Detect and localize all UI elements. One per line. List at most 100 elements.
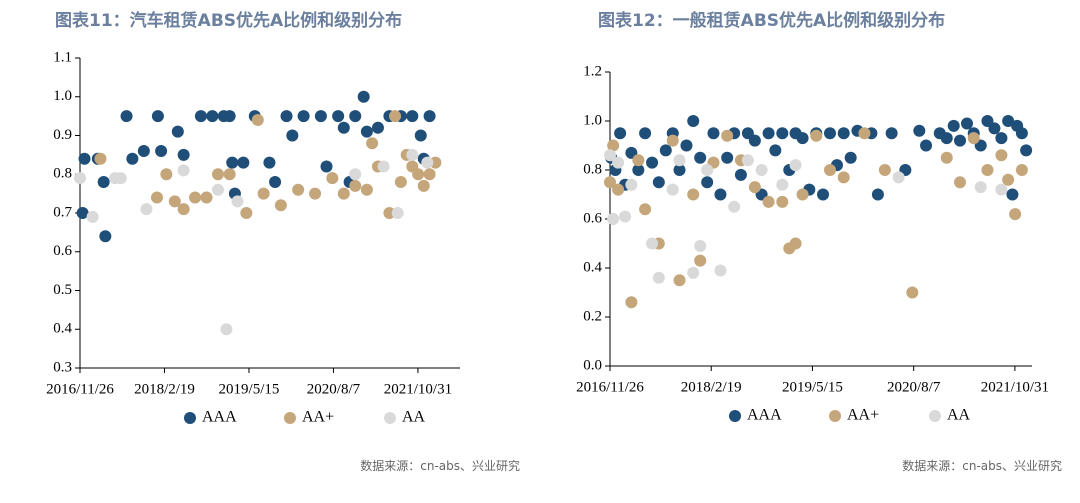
point <box>995 132 1008 145</box>
point <box>391 207 404 219</box>
point <box>776 178 789 191</box>
y-tick-label: 0.6 <box>53 243 72 259</box>
point <box>240 207 253 219</box>
point <box>332 110 345 123</box>
point <box>263 156 276 169</box>
point <box>632 154 645 167</box>
point <box>168 195 181 208</box>
point <box>762 127 775 140</box>
point <box>694 254 707 267</box>
point <box>892 171 905 184</box>
point <box>728 200 741 213</box>
point <box>837 171 850 184</box>
point <box>1015 164 1028 176</box>
point <box>1006 188 1019 201</box>
point <box>607 213 620 225</box>
point <box>687 266 700 279</box>
point <box>389 110 402 123</box>
y-tick-label: 1.1 <box>53 49 72 65</box>
point <box>94 152 107 165</box>
legend-label: AA+ <box>847 407 879 424</box>
legend-label: AA <box>402 409 426 426</box>
y-tick-label: 0.7 <box>53 204 72 220</box>
legend-marker <box>284 412 296 424</box>
point <box>762 195 775 208</box>
point <box>823 127 836 140</box>
point <box>646 237 659 250</box>
point <box>1002 173 1015 186</box>
chart-title: 图表12：一般租赁ABS优先A比例和级别分布 <box>598 10 945 31</box>
point <box>906 286 919 299</box>
x-tick-label: 2020/8/7 <box>887 379 941 395</box>
legend-marker <box>929 410 941 422</box>
point <box>206 110 219 123</box>
point <box>721 151 734 164</box>
legend-label: AAA <box>747 407 782 424</box>
point <box>383 207 396 219</box>
y-tick-label: 0.9 <box>53 127 72 143</box>
point <box>673 164 686 176</box>
point <box>748 181 761 194</box>
point <box>417 179 430 192</box>
point <box>297 110 310 123</box>
point <box>314 110 327 123</box>
point <box>292 183 305 196</box>
point <box>412 168 425 181</box>
point <box>789 159 802 172</box>
point <box>878 164 891 176</box>
point <box>988 122 1001 135</box>
chart-title: 图表11：汽车租赁ABS优先A比例和级别分布 <box>55 10 402 31</box>
point <box>796 188 809 201</box>
x-tick-label: 2016/11/26 <box>46 381 114 397</box>
point <box>423 168 436 181</box>
legend-label: AA <box>947 407 971 424</box>
point <box>967 132 980 145</box>
point <box>680 139 693 152</box>
point <box>421 156 434 169</box>
point <box>776 127 789 140</box>
point <box>714 264 727 277</box>
point <box>377 160 390 173</box>
point <box>769 144 782 157</box>
x-tick-label: 2020/8/7 <box>307 381 361 397</box>
point <box>274 199 287 212</box>
point <box>211 168 224 181</box>
point <box>360 183 373 196</box>
point <box>707 127 720 140</box>
x-tick-label: 2019/5/15 <box>219 381 280 397</box>
point <box>1020 144 1033 157</box>
point <box>954 134 967 147</box>
point <box>97 176 110 188</box>
y-tick-label: 1.2 <box>583 63 602 79</box>
point <box>632 164 645 176</box>
point <box>257 187 270 200</box>
x-tick-label: 2018/2/19 <box>134 381 195 397</box>
point <box>226 156 239 169</box>
point <box>251 114 264 126</box>
point <box>612 183 625 196</box>
x-tick-label: 2016/11/26 <box>576 379 644 395</box>
point <box>796 132 809 145</box>
point <box>99 230 112 243</box>
y-tick-label: 0.4 <box>583 259 602 275</box>
point <box>687 115 700 127</box>
point <box>160 168 173 181</box>
point <box>673 274 686 287</box>
y-tick-label: 0.3 <box>53 359 72 375</box>
point <box>366 137 379 150</box>
point <box>286 129 299 142</box>
point <box>947 119 960 132</box>
point <box>1009 208 1022 221</box>
point <box>960 117 973 130</box>
point <box>741 154 754 167</box>
point <box>981 164 994 176</box>
point <box>414 129 427 142</box>
point <box>74 172 86 185</box>
point <box>701 164 714 176</box>
point <box>150 191 163 204</box>
point <box>721 129 734 142</box>
point <box>86 210 99 223</box>
point <box>349 179 362 192</box>
point <box>666 183 679 196</box>
y-tick-label: 0.6 <box>583 210 602 226</box>
